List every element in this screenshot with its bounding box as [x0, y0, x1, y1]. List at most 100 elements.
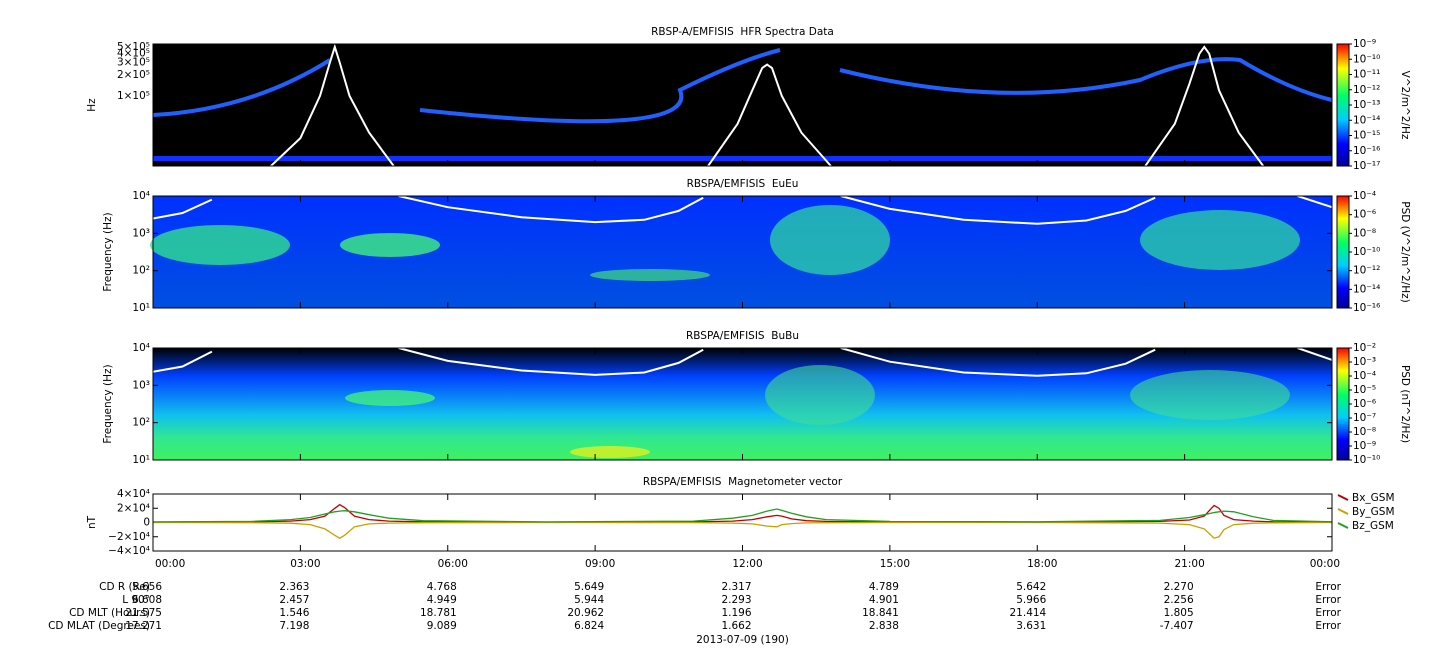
ephemeris-value: 1.196	[721, 607, 751, 619]
ephemeris-value: 2.838	[869, 620, 899, 632]
x-tick-label: 21:00	[1174, 558, 1204, 570]
colorbar	[1336, 347, 1350, 461]
ephemeris-value: Error	[1315, 620, 1341, 632]
colorbar-tick-label: 10⁻⁴	[1353, 190, 1376, 202]
plot-frame	[152, 493, 1333, 552]
y-tick-label: 4×10⁴	[117, 488, 150, 500]
colorbar	[1336, 43, 1350, 167]
series-line	[153, 521, 1332, 539]
ephemeris-value: 4.901	[869, 594, 899, 606]
ephemeris-value: 6.824	[574, 620, 604, 632]
x-tick-label: 15:00	[880, 558, 910, 570]
ephemeris-value: 4.789	[869, 581, 899, 593]
colorbar-tick-label: 10⁻³	[1353, 356, 1376, 368]
y-axis-label: Frequency (Hz)	[102, 212, 114, 291]
colorbar-tick-label: 10⁻⁷	[1353, 412, 1376, 424]
y-tick-label: 4×10⁵	[117, 48, 150, 60]
ephemeris-value: 5.966	[1016, 594, 1046, 606]
y-tick-label: 2×10⁴	[117, 502, 150, 514]
spectrogram-background	[150, 44, 1333, 460]
colorbar-tick-label: 10⁻¹⁰	[1353, 53, 1380, 65]
ephemeris-value: Error	[1315, 607, 1341, 619]
ephemeris-value: 4.768	[427, 581, 457, 593]
ephemeris-value: 2.256	[1164, 594, 1194, 606]
x-tick-label: 09:00	[585, 558, 615, 570]
panel-title: RBSP-A/EMFISIS HFR Spectra Data	[651, 26, 834, 38]
y-tick-label: 1×10⁵	[117, 90, 150, 102]
ephemeris-label: CD R (Re)	[99, 581, 150, 593]
ephemeris-value: 18.781	[420, 607, 457, 619]
colorbar-tick-label: 10⁻¹⁷	[1353, 160, 1380, 172]
colorbar-tick-label: 10⁻¹⁵	[1353, 130, 1380, 142]
ephemeris-label: CD MLAT (Degrees)	[48, 620, 150, 632]
ephemeris-value: 21.575	[125, 607, 162, 619]
ephemeris-value: 5.649	[574, 581, 604, 593]
ephemeris-value: 5.656	[132, 581, 162, 593]
colorbar	[1336, 195, 1350, 309]
colorbar-tick-label: 10⁻¹⁴	[1353, 283, 1380, 295]
legend-label: Bx_GSM	[1352, 492, 1395, 504]
x-tick-label: 00:00	[1310, 558, 1340, 570]
y-tick-label: −2×10⁴	[108, 531, 150, 543]
y-axis-label: Frequency (Hz)	[102, 364, 114, 443]
colorbar-label: PSD (V^2/m^2/Hz)	[1399, 201, 1411, 302]
series-line	[153, 348, 1332, 377]
plot-frame	[152, 195, 1333, 309]
ephemeris-value: 17.271	[125, 620, 162, 632]
colorbar-tick-label: 10⁻¹²	[1353, 265, 1380, 277]
panel-title: RBSPA/EMFISIS BuBu	[686, 330, 799, 342]
ephemeris-label: L 90°	[122, 594, 150, 606]
colorbar-tick-label: 10⁻¹¹	[1353, 69, 1380, 81]
ephemeris-value: -7.407	[1160, 620, 1194, 632]
x-tick-label: 18:00	[1027, 558, 1057, 570]
series-line	[153, 503, 1332, 523]
plot-frame	[152, 43, 1333, 167]
y-tick-label: 10¹	[132, 454, 150, 466]
ephemeris-value: 1.662	[721, 620, 751, 632]
ephemeris-value: 1.546	[279, 607, 309, 619]
legend-swatch	[1337, 508, 1349, 515]
colorbar-tick-label: 10⁻⁹	[1353, 440, 1376, 452]
legend-swatch	[1337, 522, 1349, 529]
colorbar-tick-label: 10⁻⁸	[1353, 426, 1376, 438]
colorbar-tick-label: 10⁻¹⁶	[1353, 145, 1380, 157]
colorbar-tick-label: 10⁻⁶	[1353, 398, 1376, 410]
colorbar-tick-label: 10⁻⁸	[1353, 227, 1376, 239]
colorbar-tick-label: 10⁻⁵	[1353, 384, 1376, 396]
colorbar-tick-label: 10⁻¹⁴	[1353, 114, 1380, 126]
legend-label: By_GSM	[1352, 506, 1395, 518]
legend-label: Bz_GSM	[1352, 520, 1394, 532]
ephemeris-value: 3.631	[1016, 620, 1046, 632]
series-line	[270, 44, 1265, 166]
ephemeris-value: 21.414	[1010, 607, 1047, 619]
colorbar-tick-label: 10⁻¹²	[1353, 84, 1380, 96]
y-axis-label: nT	[86, 515, 98, 529]
ephemeris-label: CD MLT (Hours)	[69, 607, 150, 619]
date-label: 2013-07-09 (190)	[696, 634, 789, 646]
legend-swatch	[1337, 494, 1349, 501]
ephemeris-value: Error	[1315, 581, 1341, 593]
ephemeris-value: 2.317	[721, 581, 751, 593]
ephemeris-value: 4.949	[427, 594, 457, 606]
y-axis-label: Hz	[86, 98, 98, 112]
y-tick-label: 10²	[132, 417, 150, 429]
colorbar-tick-label: 10⁻¹⁰	[1353, 454, 1380, 466]
panel-title: RBSPA/EMFISIS EuEu	[687, 178, 799, 190]
ephemeris-value: 2.270	[1164, 581, 1194, 593]
ephemeris-value: 9.089	[427, 620, 457, 632]
ephemeris-value: 2.457	[279, 594, 309, 606]
ephemeris-value: 2.363	[279, 581, 309, 593]
ephemeris-value: 1.805	[1164, 607, 1194, 619]
colorbar-tick-label: 10⁻⁶	[1353, 209, 1376, 221]
colorbar-tick-label: 10⁻¹⁰	[1353, 246, 1380, 258]
colorbar-tick-label: 10⁻¹⁶	[1353, 302, 1380, 314]
colorbar-tick-label: 10⁻¹³	[1353, 99, 1380, 111]
y-tick-label: 2×10⁵	[117, 69, 150, 81]
colorbar-label: PSD (nT^2/Hz)	[1399, 365, 1411, 443]
y-tick-label: 3×10⁵	[117, 56, 150, 68]
y-tick-label: −4×10⁴	[108, 545, 150, 557]
x-tick-label: 12:00	[732, 558, 762, 570]
ephemeris-value: 20.962	[567, 607, 604, 619]
panel-title: RBSPA/EMFISIS Magnetometer vector	[643, 476, 843, 488]
